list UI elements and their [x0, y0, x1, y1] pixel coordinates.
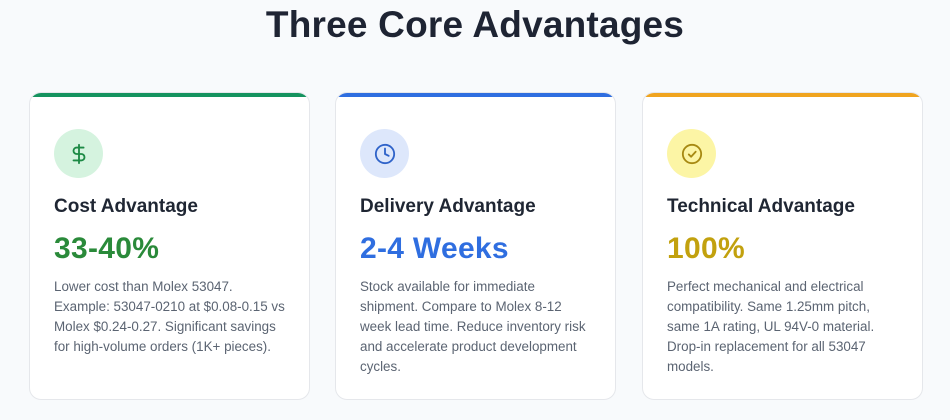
- delivery-advantage-card: Delivery Advantage 2-4 Weeks Stock avail…: [335, 92, 616, 400]
- card-heading: Technical Advantage: [667, 196, 855, 217]
- check-circle-icon: [667, 129, 716, 178]
- card-accent-bar: [643, 93, 922, 97]
- card-heading: Delivery Advantage: [360, 196, 536, 217]
- card-accent-bar: [336, 93, 615, 97]
- cost-advantage-card: Cost Advantage 33-40% Lower cost than Mo…: [29, 92, 310, 400]
- card-description: Perfect mechanical and electrical compat…: [667, 279, 875, 374]
- clock-icon: [360, 129, 409, 178]
- card-stat: 33-40%: [54, 232, 160, 265]
- card-description: Stock available for immediate shipment. …: [360, 279, 586, 374]
- card-description: Lower cost than Molex 53047. Example: 53…: [54, 279, 285, 354]
- page-title: Three Core Advantages: [265, 4, 685, 45]
- card-heading: Cost Advantage: [54, 196, 198, 217]
- dollar-icon: [54, 129, 103, 178]
- card-accent-bar: [30, 93, 309, 97]
- card-stat: 100%: [667, 232, 745, 265]
- card-stat: 2-4 Weeks: [360, 232, 509, 265]
- technical-advantage-card: Technical Advantage 100% Perfect mechani…: [642, 92, 923, 400]
